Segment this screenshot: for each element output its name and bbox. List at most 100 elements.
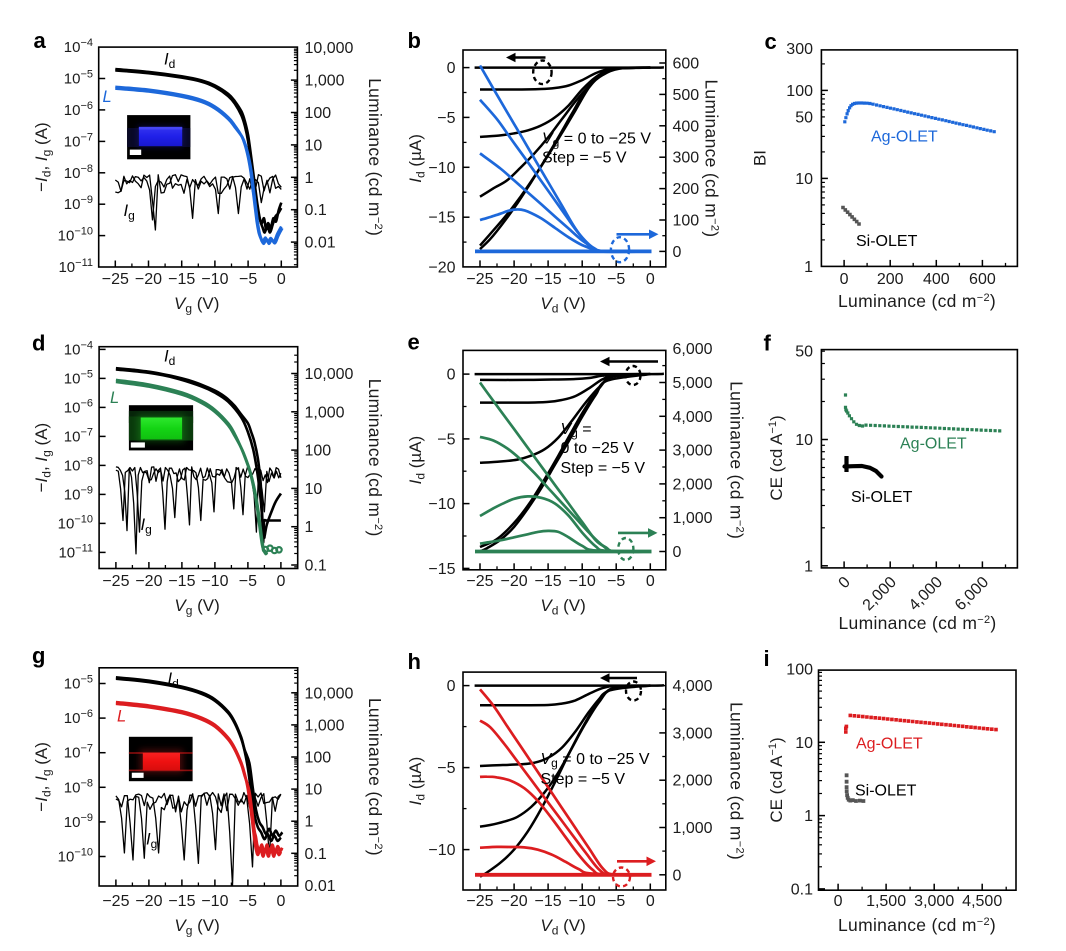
svg-text:3,000: 3,000 (914, 893, 954, 910)
svg-text:500: 500 (673, 87, 700, 104)
svg-text:−Id, Ig (A): −Id, Ig (A) (32, 742, 54, 812)
svg-text:10: 10 (305, 481, 323, 498)
svg-text:0.1: 0.1 (305, 846, 327, 863)
svg-text:400: 400 (673, 118, 700, 135)
svg-text:Ag-OLET: Ag-OLET (871, 129, 938, 146)
svg-text:−5: −5 (607, 893, 625, 910)
svg-text:Luminance (cd m−2): Luminance (cd m−2) (839, 613, 997, 633)
svg-text:10: 10 (795, 432, 813, 449)
svg-text:200: 200 (877, 271, 904, 288)
svg-text:1: 1 (305, 519, 314, 536)
svg-text:Si-OLET: Si-OLET (851, 489, 913, 506)
svg-text:10: 10 (795, 735, 813, 752)
svg-text:−25: −25 (466, 271, 493, 288)
svg-text:Vg (V): Vg (V) (174, 916, 219, 938)
svg-text:Luminance (cd m−2): Luminance (cd m−2) (365, 78, 385, 236)
svg-text:L: L (110, 389, 119, 407)
svg-text:−10: −10 (569, 271, 596, 288)
svg-text:300: 300 (786, 41, 813, 58)
svg-text:Ig: Ig (141, 516, 152, 537)
svg-text:Luminance (cd m−2): Luminance (cd m−2) (838, 291, 996, 311)
svg-text:50: 50 (795, 109, 813, 126)
svg-text:Luminance (cd m−2): Luminance (cd m−2) (365, 379, 385, 537)
svg-text:−20: −20 (135, 271, 162, 288)
svg-text:Id: Id (164, 51, 175, 72)
svg-text:10: 10 (305, 782, 323, 799)
svg-text:1,500: 1,500 (866, 893, 906, 910)
svg-text:−25: −25 (102, 893, 129, 910)
svg-text:2,000: 2,000 (673, 476, 713, 493)
svg-text:1,000: 1,000 (673, 820, 713, 837)
svg-text:−10: −10 (428, 842, 455, 859)
svg-text:h: h (408, 649, 421, 674)
svg-text:0: 0 (276, 893, 285, 910)
svg-text:10: 10 (795, 171, 813, 188)
svg-text:−20: −20 (501, 271, 528, 288)
svg-text:Luminance (cd m−2): Luminance (cd m−2) (838, 915, 996, 935)
svg-text:Step = −5 V: Step = −5 V (542, 150, 627, 167)
svg-text:−15: −15 (168, 573, 195, 590)
svg-text:10,000: 10,000 (305, 366, 354, 383)
svg-text:−15: −15 (535, 893, 562, 910)
svg-text:0.1: 0.1 (305, 558, 327, 575)
svg-text:0.01: 0.01 (305, 235, 336, 252)
svg-text:Vg =: Vg = (561, 421, 592, 440)
svg-text:Step = −5 V: Step = −5 V (541, 771, 626, 788)
svg-text:Luminance (cd m−2): Luminance (cd m−2) (365, 698, 385, 856)
svg-text:400: 400 (923, 271, 950, 288)
svg-text:300: 300 (673, 150, 700, 167)
svg-text:g: g (32, 643, 45, 668)
svg-text:CE (cd A−1): CE (cd A−1) (767, 415, 786, 500)
svg-text:0.01: 0.01 (305, 878, 336, 895)
svg-text:−5: −5 (239, 893, 257, 910)
svg-text:Luminance (cd m−2): Luminance (cd m−2) (727, 381, 747, 539)
svg-text:Step = −5 V: Step = −5 V (561, 460, 646, 477)
svg-text:−20: −20 (501, 893, 528, 910)
svg-text:1: 1 (804, 558, 813, 575)
svg-text:Vg = 0 to −25 V: Vg = 0 to −25 V (541, 751, 650, 770)
svg-text:c: c (765, 29, 777, 54)
svg-text:Ag-OLET: Ag-OLET (900, 436, 967, 453)
svg-text:0.1: 0.1 (305, 202, 327, 219)
svg-text:−15: −15 (428, 561, 455, 578)
svg-text:Vg (V): Vg (V) (174, 596, 219, 618)
svg-text:1: 1 (305, 170, 314, 187)
svg-text:Id (µA): Id (µA) (406, 436, 428, 485)
svg-text:4,000: 4,000 (673, 678, 713, 695)
svg-text:Ag-OLET: Ag-OLET (856, 736, 923, 753)
svg-text:4,500: 4,500 (962, 893, 1002, 910)
svg-text:Vg = 0 to −25 V: Vg = 0 to −25 V (542, 131, 651, 150)
svg-text:1,000: 1,000 (673, 510, 713, 527)
svg-text:100: 100 (786, 83, 813, 100)
svg-text:1,000: 1,000 (305, 73, 345, 90)
svg-text:−10: −10 (201, 271, 228, 288)
svg-text:6,000: 6,000 (673, 341, 713, 358)
svg-text:1,000: 1,000 (305, 717, 345, 734)
svg-text:−10: −10 (428, 160, 455, 177)
svg-text:Id (µA): Id (µA) (406, 757, 428, 806)
svg-text:Id (µA): Id (µA) (406, 134, 428, 183)
svg-text:−20: −20 (135, 573, 162, 590)
svg-text:0: 0 (646, 573, 655, 590)
svg-text:0: 0 (834, 893, 843, 910)
svg-text:−15: −15 (168, 271, 195, 288)
svg-text:1: 1 (305, 814, 314, 831)
svg-text:−5: −5 (437, 760, 455, 777)
svg-text:−15: −15 (168, 893, 195, 910)
svg-text:−5: −5 (437, 110, 455, 127)
svg-text:0: 0 (673, 244, 682, 261)
svg-text:0 to −25 V: 0 to −25 V (561, 440, 635, 457)
svg-text:Si-OLET: Si-OLET (855, 783, 917, 800)
svg-text:−5: −5 (607, 271, 625, 288)
svg-text:0: 0 (673, 544, 682, 561)
svg-text:−10: −10 (569, 893, 596, 910)
svg-text:e: e (408, 330, 420, 355)
svg-text:−20: −20 (428, 260, 455, 277)
svg-text:BI: BI (751, 150, 770, 166)
svg-text:10−11: 10−11 (58, 542, 93, 561)
svg-text:CE (cd A−1): CE (cd A−1) (767, 737, 786, 822)
svg-text:Id: Id (164, 348, 175, 369)
svg-text:−10: −10 (201, 893, 228, 910)
svg-text:200: 200 (673, 181, 700, 198)
svg-text:Vd (V): Vd (V) (540, 916, 585, 938)
